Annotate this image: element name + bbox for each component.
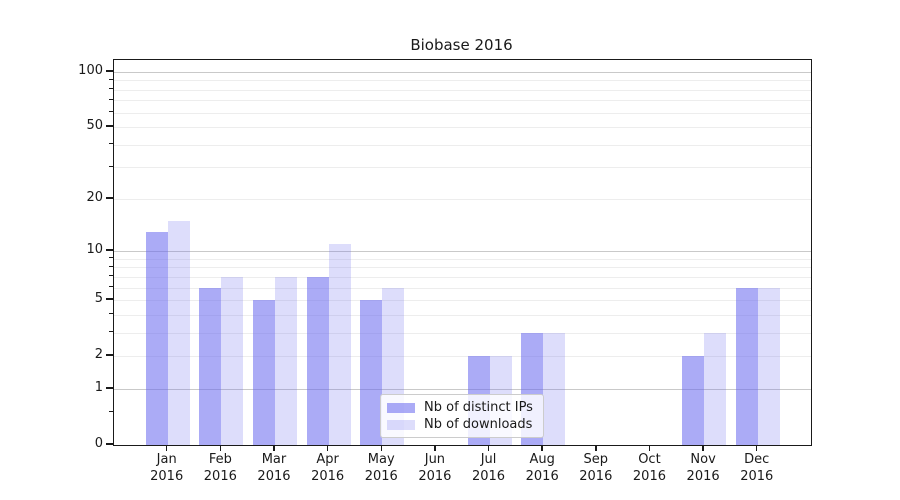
minor-gridline — [114, 167, 811, 169]
x-tick-label: Jan 2016 — [150, 452, 184, 484]
y-tick — [106, 249, 113, 251]
bar-distinct-ips — [252, 300, 275, 445]
x-tick-label: Aug 2016 — [525, 452, 559, 484]
minor-gridline — [114, 356, 811, 358]
bar-downloads — [704, 332, 727, 445]
bar-distinct-ips — [145, 231, 168, 445]
legend-swatch-downloads — [387, 419, 415, 430]
plot-area: Nb of distinct IPs Nb of downloads — [113, 59, 812, 446]
major-gridline — [114, 71, 811, 73]
minor-gridline — [114, 314, 811, 316]
legend-label-distinct-ips: Nb of distinct IPs — [424, 400, 533, 415]
minor-gridline — [114, 100, 811, 102]
bar-downloads — [221, 276, 244, 445]
y-tick — [106, 354, 113, 356]
y-tick-label: 1 — [94, 379, 103, 395]
bar-distinct-ips — [360, 300, 383, 445]
x-tick-label: Oct 2016 — [632, 452, 666, 484]
x-tick — [273, 445, 275, 451]
minor-gridline — [114, 112, 811, 114]
y-minor-tick — [109, 275, 113, 277]
minor-gridline — [114, 89, 811, 91]
y-minor-tick — [109, 88, 113, 90]
major-gridline — [114, 388, 811, 390]
y-tick — [106, 125, 113, 127]
y-minor-tick — [109, 98, 113, 100]
y-tick — [106, 443, 113, 445]
minor-gridline — [114, 267, 811, 269]
x-tick — [487, 445, 490, 451]
y-tick-label: 50 — [86, 118, 103, 134]
y-tick-label: 100 — [78, 62, 103, 78]
y-minor-tick — [109, 165, 113, 167]
bar-distinct-ips — [682, 356, 705, 445]
bar-downloads — [328, 244, 351, 445]
x-tick-label: May 2016 — [364, 452, 398, 484]
y-minor-tick — [109, 257, 113, 259]
bar-downloads — [274, 276, 297, 445]
minor-gridline — [114, 127, 811, 129]
x-tick — [595, 445, 597, 451]
y-minor-tick — [109, 410, 113, 412]
y-tick — [106, 298, 113, 300]
x-tick — [702, 445, 704, 451]
x-tick-label: Feb 2016 — [203, 452, 237, 484]
legend: Nb of distinct IPs Nb of downloads — [380, 394, 544, 438]
minor-gridline — [114, 198, 811, 200]
minor-gridline — [114, 258, 811, 260]
x-tick — [326, 445, 329, 451]
x-tick — [434, 445, 436, 451]
y-tick-label: 0 — [94, 436, 103, 451]
bar-downloads — [167, 220, 190, 445]
y-minor-tick — [109, 265, 113, 267]
x-tick — [648, 445, 651, 451]
x-tick — [541, 445, 543, 451]
x-tick — [380, 445, 382, 451]
y-minor-tick — [109, 286, 113, 288]
bar-distinct-ips — [306, 276, 329, 445]
minor-gridline — [114, 332, 811, 334]
bar-distinct-ips — [735, 287, 758, 445]
minor-gridline — [114, 144, 811, 146]
x-tick-label: Mar 2016 — [257, 452, 291, 484]
minor-gridline — [114, 287, 811, 289]
x-tick-label: Dec 2016 — [740, 452, 774, 484]
y-tick-label: 20 — [86, 189, 103, 205]
x-tick — [165, 445, 168, 451]
x-tick-label: Jul 2016 — [471, 452, 506, 484]
bar-downloads — [543, 332, 566, 445]
y-tick-label: 5 — [94, 291, 103, 307]
y-tick — [106, 387, 113, 389]
y-minor-tick — [109, 331, 113, 333]
minor-gridline — [114, 276, 811, 278]
y-minor-tick — [109, 78, 113, 80]
legend-swatch-distinct-ips — [387, 402, 415, 413]
y-minor-tick — [109, 111, 113, 113]
y-tick — [106, 70, 113, 72]
minor-gridline — [114, 80, 811, 82]
y-tick — [106, 197, 113, 199]
x-tick-label: Jun 2016 — [418, 452, 452, 484]
legend-item-downloads: Nb of downloads — [381, 416, 543, 433]
bar-distinct-ips — [199, 287, 222, 445]
x-tick — [755, 445, 758, 451]
y-minor-tick — [109, 313, 113, 315]
x-tick-label: Nov 2016 — [686, 452, 720, 484]
x-tick-label: Sep 2016 — [579, 452, 613, 484]
bar-downloads — [757, 287, 780, 445]
major-gridline — [114, 251, 811, 253]
y-tick-label: 10 — [86, 242, 103, 258]
chart-title: Biobase 2016 — [410, 36, 513, 54]
y-tick-label: 2 — [94, 347, 103, 363]
y-minor-tick — [109, 143, 113, 145]
legend-label-downloads: Nb of downloads — [424, 417, 533, 432]
minor-gridline — [114, 300, 811, 302]
x-tick — [219, 445, 222, 451]
x-tick-label: Apr 2016 — [311, 452, 345, 484]
legend-item-distinct-ips: Nb of distinct IPs — [381, 399, 543, 416]
